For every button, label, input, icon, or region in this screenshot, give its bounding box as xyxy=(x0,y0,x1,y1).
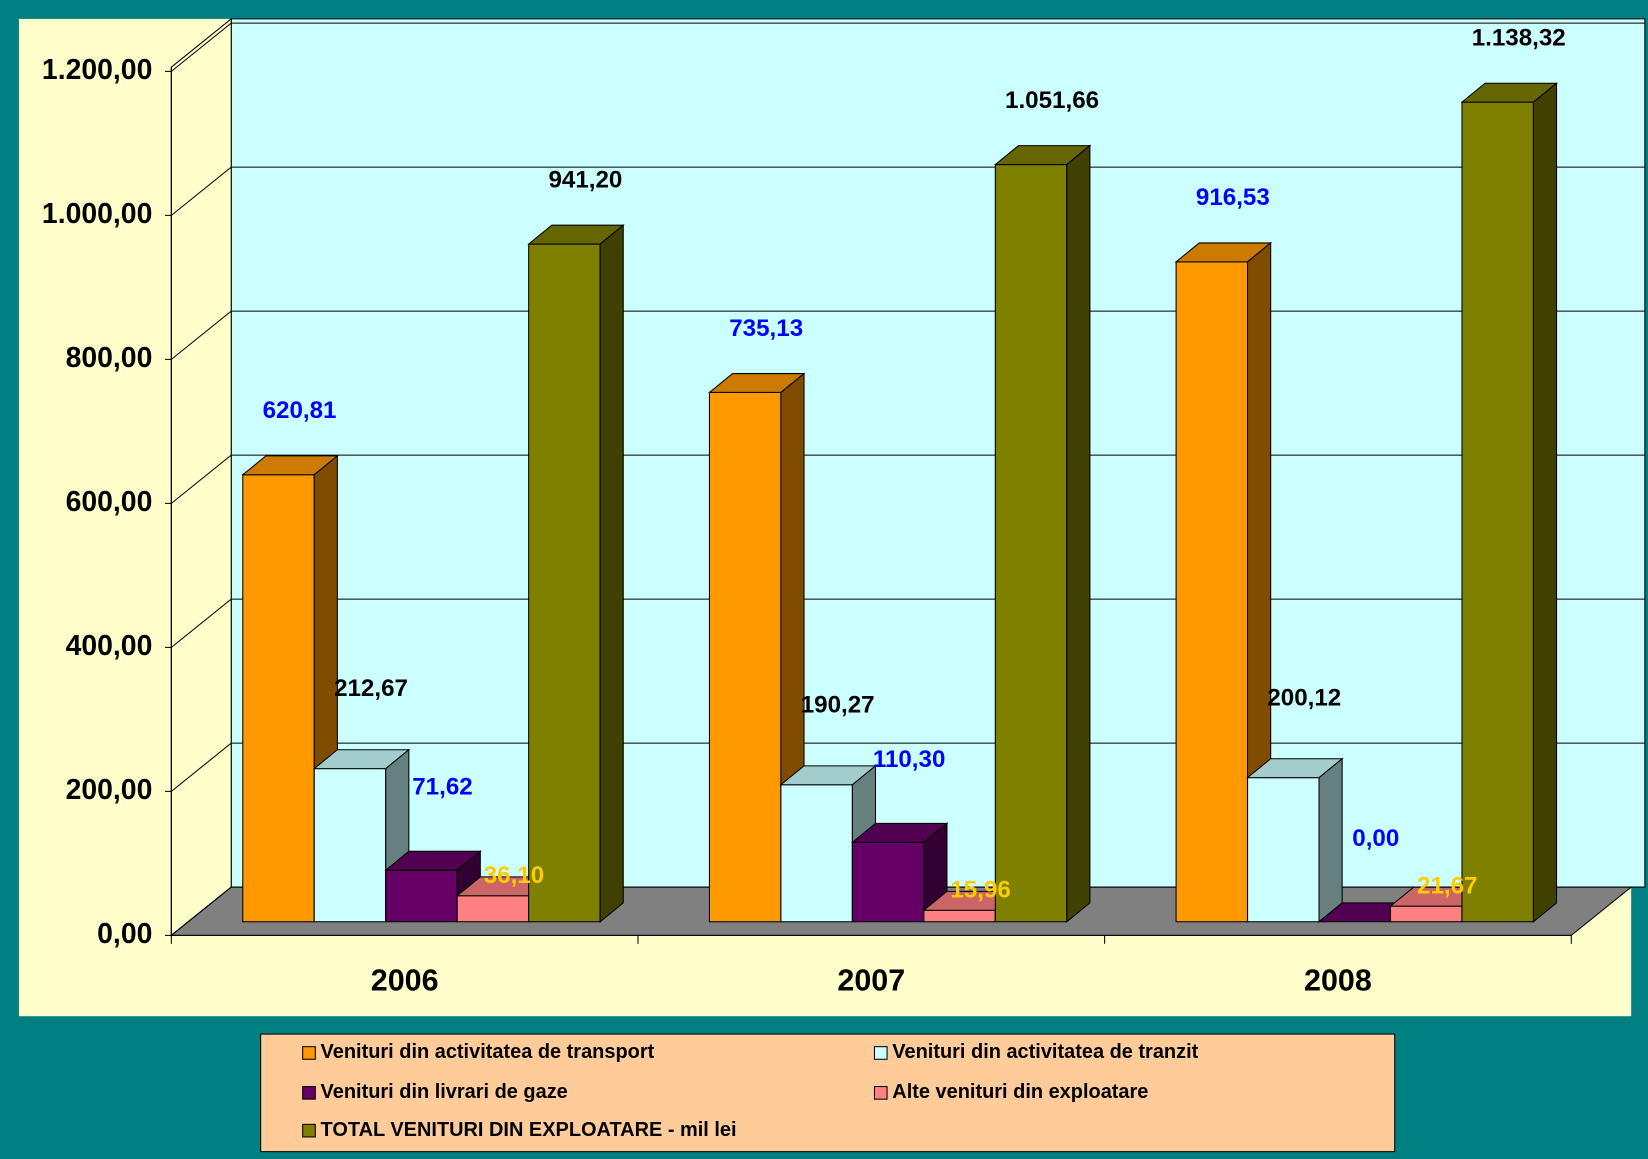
y-tick-label: 1.000,00 xyxy=(42,198,152,230)
bar-side xyxy=(1532,82,1558,923)
bar-front xyxy=(528,243,601,923)
y-tick-label: 200,00 xyxy=(66,774,153,806)
data-label: 1.051,66 xyxy=(1005,87,1099,114)
data-label: 620,81 xyxy=(263,397,337,424)
bar-side xyxy=(599,224,624,923)
bar-front xyxy=(1389,905,1463,923)
y-tick-label: 800,00 xyxy=(66,342,153,374)
bar-front xyxy=(994,164,1068,923)
bar-front xyxy=(1247,777,1320,923)
y-tick-label: 400,00 xyxy=(66,630,153,662)
y-tick-label: 1.200,00 xyxy=(42,54,152,86)
y-tick-label: 600,00 xyxy=(66,486,153,518)
legend-swatch xyxy=(873,1086,888,1100)
legend-label: TOTAL VENITURI DIN EXPLOATARE - mil lei xyxy=(321,1119,737,1141)
data-label: 71,62 xyxy=(412,774,472,801)
x-tick-label: 2006 xyxy=(371,964,439,998)
bar-front xyxy=(923,909,996,923)
x-tick-label: 2007 xyxy=(837,964,905,998)
data-label: 190,27 xyxy=(801,691,875,718)
data-label: 0,00 xyxy=(1352,825,1399,852)
data-label: 15,96 xyxy=(950,877,1010,904)
legend-swatch xyxy=(302,1086,316,1100)
data-label: 36,10 xyxy=(484,862,544,889)
legend-box xyxy=(260,1033,1396,1153)
bar-front xyxy=(780,784,853,923)
data-label: 1.138,32 xyxy=(1472,25,1566,52)
grid-line xyxy=(170,454,232,504)
grid-line xyxy=(170,310,232,360)
bar-front xyxy=(1461,101,1534,923)
legend-label: Venituri din activitatea de transport xyxy=(321,1041,655,1063)
data-label: 212,67 xyxy=(334,675,408,702)
data-label: 735,13 xyxy=(729,315,803,342)
data-label: 200,12 xyxy=(1267,684,1341,711)
data-label: 21,67 xyxy=(1417,873,1477,900)
bar-front xyxy=(708,391,782,923)
legend-label: Venituri din activitatea de tranzit xyxy=(892,1041,1198,1063)
legend-label: Alte venituri din exploatare xyxy=(892,1081,1148,1103)
bar-front xyxy=(242,474,315,923)
grid-line xyxy=(170,598,232,648)
bar-side xyxy=(1318,757,1343,923)
bar-front xyxy=(851,841,925,923)
bar-front xyxy=(385,869,458,923)
data-label: 941,20 xyxy=(548,166,622,193)
legend-swatch xyxy=(302,1123,316,1138)
grid-line xyxy=(170,22,232,72)
grid-line xyxy=(170,742,232,792)
bar-front xyxy=(313,768,387,923)
bar-front xyxy=(456,895,530,923)
legend-swatch xyxy=(873,1046,888,1060)
side-wall xyxy=(170,17,232,937)
y-tick-label: 0,00 xyxy=(97,918,152,950)
bar-front xyxy=(1175,261,1249,923)
grid-line xyxy=(170,886,232,936)
data-label: 110,30 xyxy=(873,746,946,773)
bar-side xyxy=(1066,144,1091,923)
legend-label: Venituri din livrari de gaze xyxy=(321,1081,568,1103)
x-tick-label: 2008 xyxy=(1304,964,1372,998)
data-label: 916,53 xyxy=(1196,184,1270,211)
legend-swatch xyxy=(302,1046,316,1060)
grid-line xyxy=(170,166,232,216)
